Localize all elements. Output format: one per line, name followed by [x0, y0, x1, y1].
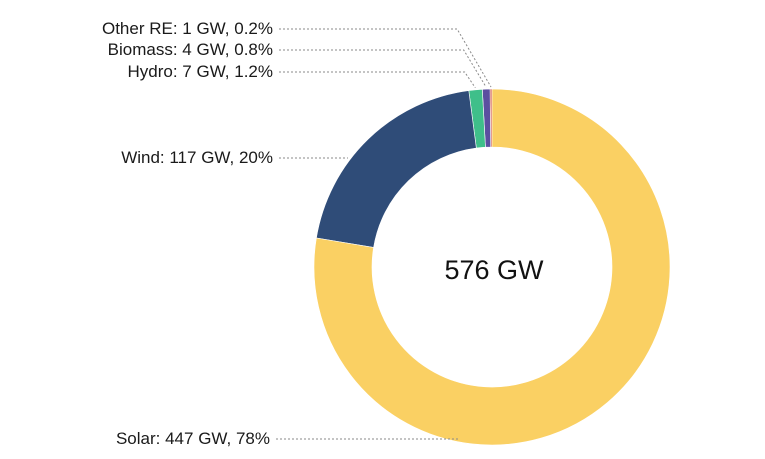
- slice-label-solar: Solar: 447 GW, 78%: [116, 429, 270, 448]
- leader-lines: [276, 28, 492, 440]
- slice-label-hydro: Hydro: 7 GW, 1.2%: [128, 62, 274, 81]
- slice-label-wind: Wind: 117 GW, 20%: [121, 148, 273, 167]
- slice-labels: Solar: 447 GW, 78% Wind: 117 GW, 20% Hydro…: [102, 19, 273, 448]
- slice-label-biomass: Biomass: 4 GW, 0.8%: [108, 40, 273, 59]
- leader-line-hydro: [279, 71, 476, 89]
- center-total-label: 576 GW: [444, 255, 544, 285]
- leader-line-other-re: [279, 28, 492, 88]
- leader-line-biomass: [279, 49, 487, 88]
- slice-label-other-re: Other RE: 1 GW, 0.2%: [102, 19, 273, 38]
- slice-solar: [313, 88, 671, 446]
- donut-slices: [313, 88, 671, 446]
- slice-wind: [316, 90, 477, 248]
